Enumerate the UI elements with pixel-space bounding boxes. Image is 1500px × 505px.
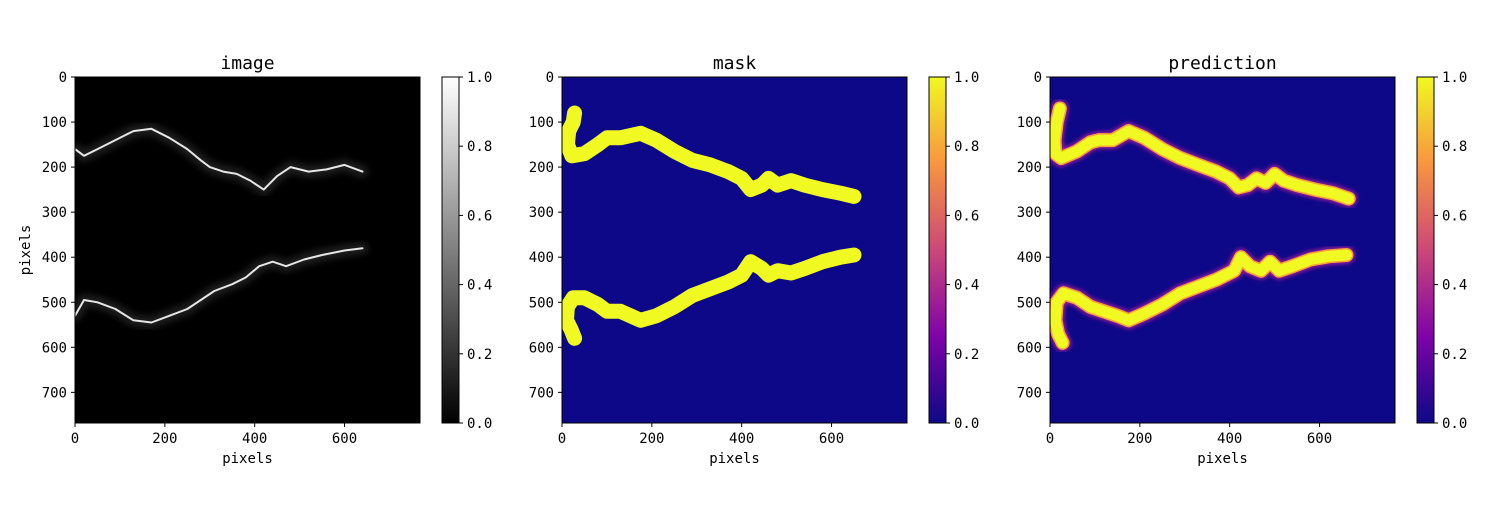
x-tick-label: 200 xyxy=(152,431,177,447)
x-axis-label: pixels xyxy=(222,451,273,467)
x-tick-label: 600 xyxy=(819,431,844,447)
y-tick-label: 100 xyxy=(1017,115,1042,131)
colorbar: 0.0 0.2 0.4 0.6 0.8 1.0 xyxy=(928,70,979,432)
y-tick-label: 100 xyxy=(529,115,554,131)
y-tick-label: 400 xyxy=(42,250,67,266)
heatmap-features xyxy=(75,122,369,329)
y-tick-label: 0 xyxy=(546,70,554,86)
colorbar-gradient xyxy=(928,76,947,424)
colorbar-tick-label: 1.0 xyxy=(467,70,492,86)
panel-title: image xyxy=(220,53,274,74)
x-tick-label: 200 xyxy=(1127,431,1152,447)
panel-mask: mask 0 100 200 300 400 500 600 700 0 200 400 600 pixe… xyxy=(529,53,980,467)
colorbar-tick-label: 0.2 xyxy=(1442,347,1467,363)
heatmap-features xyxy=(562,105,862,346)
panel-title: mask xyxy=(713,53,757,74)
colorbar-tick-label: 0.0 xyxy=(467,416,492,432)
x-tick-label: 200 xyxy=(639,431,664,447)
colorbar-tick-label: 0.0 xyxy=(1442,416,1467,432)
upper-band xyxy=(562,105,862,204)
y-tick-label: 0 xyxy=(1034,70,1042,86)
colorbar-tick-label: 0.6 xyxy=(1442,208,1467,224)
colorbar-tick-label: 0.4 xyxy=(467,278,492,294)
panel-prediction: prediction 0 100 200 300 400 500 600 700 0 200 400 6… xyxy=(1017,53,1468,467)
axes-frame xyxy=(1049,76,1396,424)
panel-image: image 0 100 200 300 400 500 600 700 0 200 400 600 pix… xyxy=(18,53,492,467)
lower-edge xyxy=(75,247,364,324)
colorbar-tick-label: 0.4 xyxy=(954,278,979,294)
colorbar-gradient xyxy=(441,76,460,424)
y-tick-label: 300 xyxy=(42,205,67,221)
y-tick-label: 700 xyxy=(1017,385,1042,401)
colorbar-tick-label: 0.8 xyxy=(1442,139,1467,155)
y-tick-label: 600 xyxy=(42,340,67,356)
y-tick-label: 600 xyxy=(1017,340,1042,356)
y-tick-label: 700 xyxy=(42,385,67,401)
colorbar: 0.0 0.2 0.4 0.6 0.8 1.0 xyxy=(441,70,492,432)
panel-title: prediction xyxy=(1168,53,1276,74)
x-tick-label: 0 xyxy=(71,431,79,447)
axes-frame xyxy=(74,76,421,424)
upper-band xyxy=(1050,103,1355,205)
colorbar-tick-label: 0.6 xyxy=(467,208,492,224)
x-tick-label: 0 xyxy=(1046,431,1054,447)
colorbar-tick-label: 0.2 xyxy=(467,347,492,363)
colorbar-gradient xyxy=(1416,76,1435,424)
y-tick-label: 700 xyxy=(529,385,554,401)
y-tick-label: 400 xyxy=(1017,250,1042,266)
y-tick-label: 200 xyxy=(42,160,67,176)
y-tick-label: 200 xyxy=(1017,160,1042,176)
colorbar-tick-label: 0.4 xyxy=(1442,278,1467,294)
colorbar-tick-label: 0.8 xyxy=(954,139,979,155)
y-tick-label: 300 xyxy=(529,205,554,221)
upper-edge xyxy=(75,127,364,191)
colorbar-tick-label: 0.8 xyxy=(467,139,492,155)
colorbar-tick-label: 0.2 xyxy=(954,347,979,363)
y-tick-label: 500 xyxy=(42,295,67,311)
colorbar-tick-label: 0.0 xyxy=(954,416,979,432)
x-tick-label: 0 xyxy=(558,431,566,447)
y-tick-label: 600 xyxy=(529,340,554,356)
y-tick-label: 500 xyxy=(529,295,554,311)
y-tick-label: 100 xyxy=(42,115,67,131)
y-tick-label: 300 xyxy=(1017,205,1042,221)
x-tick-label: 400 xyxy=(729,431,754,447)
x-tick-label: 400 xyxy=(242,431,267,447)
colorbar-tick-label: 1.0 xyxy=(954,70,979,86)
x-axis-label: pixels xyxy=(709,451,760,467)
axes-frame xyxy=(561,76,908,424)
x-tick-label: 600 xyxy=(1307,431,1332,447)
y-axis-label: pixels xyxy=(18,225,34,276)
y-tick-label: 200 xyxy=(529,160,554,176)
x-tick-label: 400 xyxy=(1217,431,1242,447)
colorbar-tick-label: 0.6 xyxy=(954,208,979,224)
y-tick-label: 500 xyxy=(1017,295,1042,311)
heatmap-features xyxy=(1050,100,1358,352)
x-axis-label: pixels xyxy=(1197,451,1248,467)
lower-band xyxy=(1050,249,1352,349)
lower-band xyxy=(562,247,862,346)
colorbar-tick-label: 1.0 xyxy=(1442,70,1467,86)
y-tick-label: 0 xyxy=(59,70,67,86)
x-tick-label: 600 xyxy=(332,431,357,447)
colorbar: 0.0 0.2 0.4 0.6 0.8 1.0 xyxy=(1416,70,1467,432)
y-tick-label: 400 xyxy=(529,250,554,266)
